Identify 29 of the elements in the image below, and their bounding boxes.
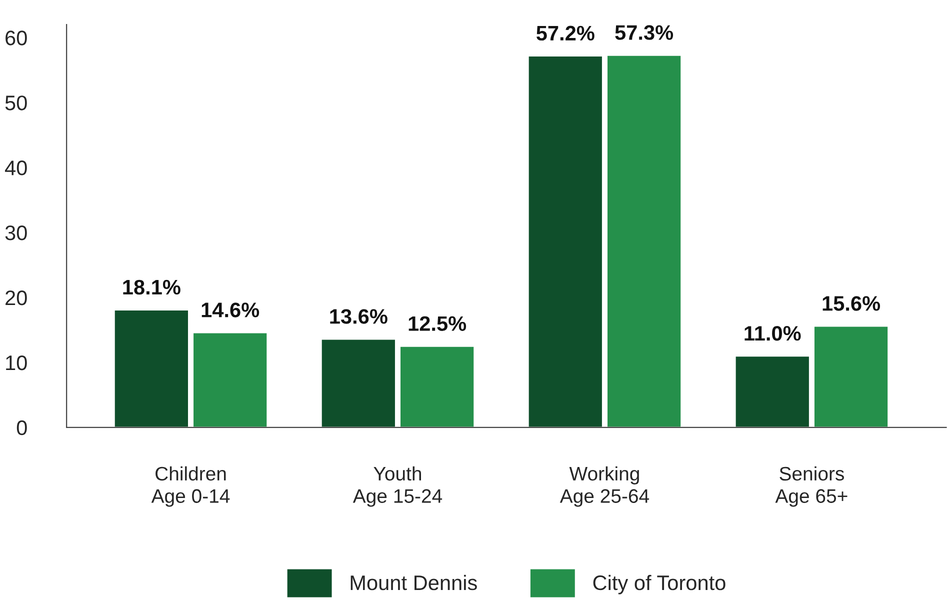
y-tick-label: 60 <box>6 30 27 46</box>
data-label: 13.6% <box>330 309 388 324</box>
x-tick-label: Children Age 0-14 <box>151 466 230 507</box>
x-tick-label: Seniors Age 65+ <box>775 466 848 507</box>
data-label: 15.6% <box>822 296 880 311</box>
bar <box>399 346 476 428</box>
bar <box>734 355 810 428</box>
legend-label: City of Toronto <box>593 574 726 594</box>
y-tick-label: 10 <box>6 355 27 370</box>
y-tick-label: 40 <box>4 160 27 176</box>
bar <box>113 309 190 428</box>
bar <box>192 332 268 428</box>
y-tick-label: 20 <box>6 290 27 306</box>
x-tick-label: Working Age 25-64 <box>560 466 650 507</box>
y-tick-label: 0 <box>16 420 27 436</box>
bar <box>320 338 396 428</box>
data-label: 12.5% <box>408 316 466 331</box>
bar <box>813 325 889 428</box>
y-tick-label: 30 <box>5 226 27 240</box>
bar <box>527 55 604 428</box>
data-label: 57.3% <box>615 25 674 40</box>
data-label: 18.1% <box>123 280 180 295</box>
x-tick-label: Youth Age 15-24 <box>352 466 442 507</box>
data-label: 14.6% <box>202 302 260 318</box>
legend-label: Mount Dennis <box>350 574 477 590</box>
data-label: 11.0% <box>744 326 801 341</box>
bar <box>606 54 682 428</box>
data-label: 57.2% <box>536 26 594 41</box>
y-tick-label: 50 <box>5 96 27 110</box>
